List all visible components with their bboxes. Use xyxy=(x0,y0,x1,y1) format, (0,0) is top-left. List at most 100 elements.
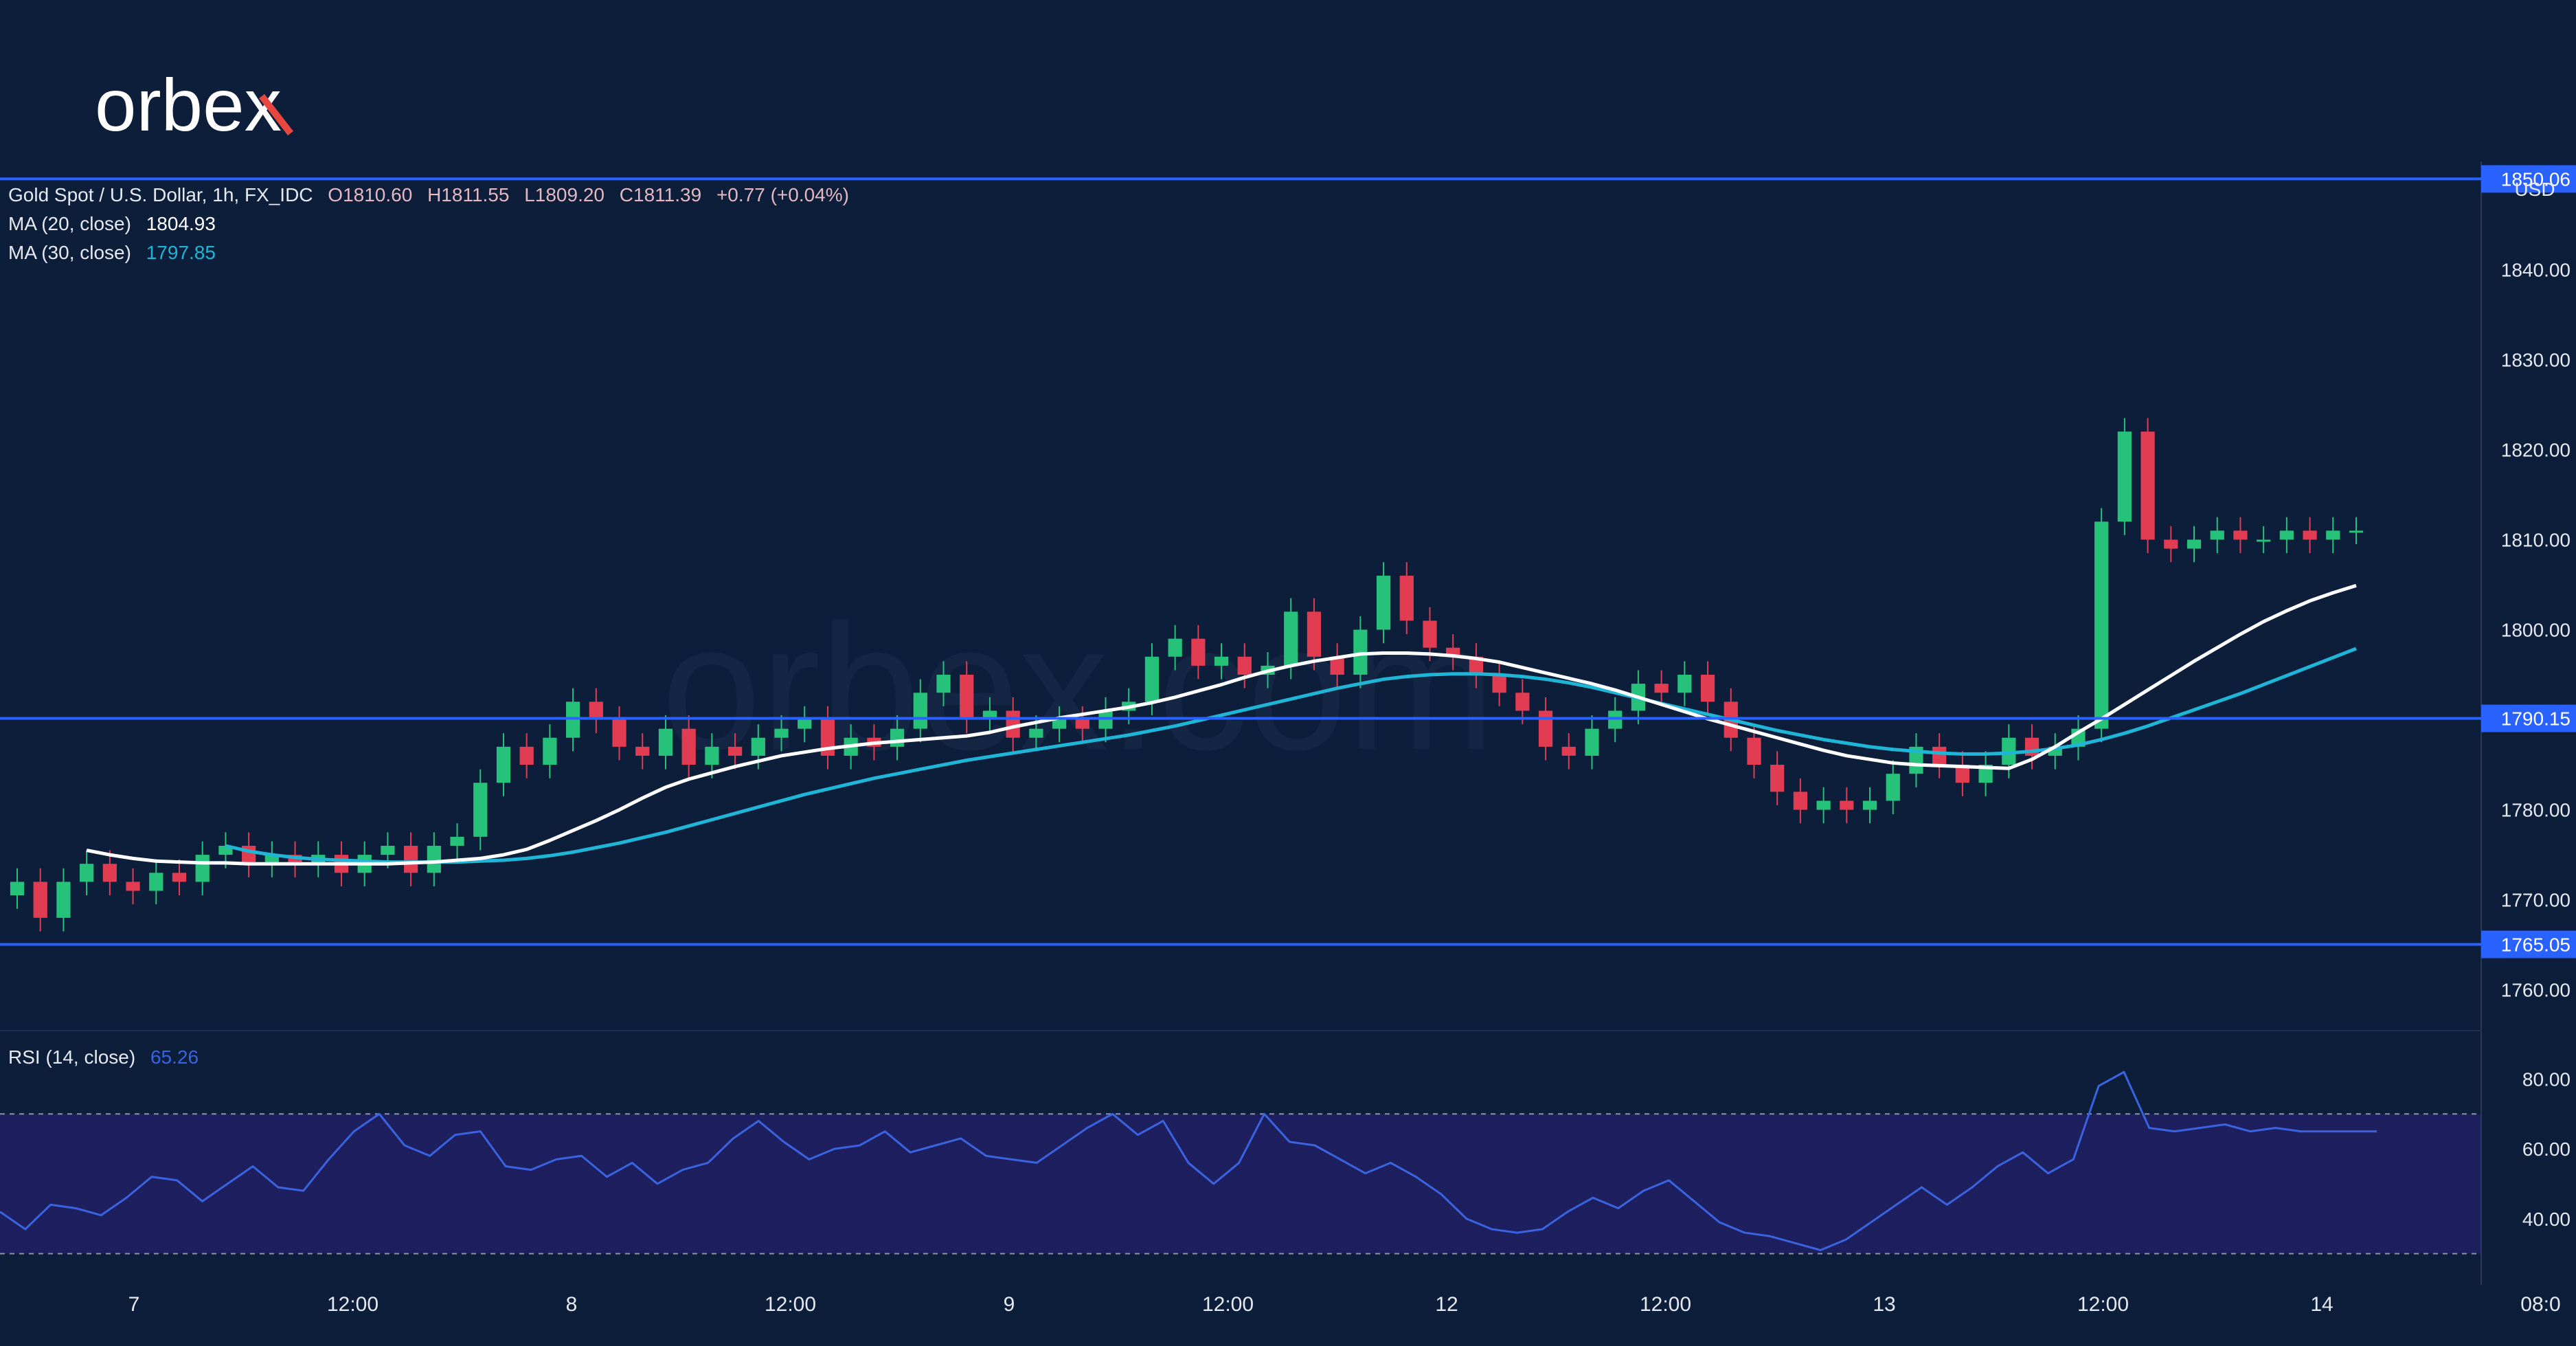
rsi-band xyxy=(0,1114,2481,1254)
watermark: orbex.com xyxy=(662,588,1495,787)
candle-body xyxy=(1168,638,1182,657)
candle-body xyxy=(1284,612,1298,666)
candle-body xyxy=(1862,800,1877,810)
candle-body xyxy=(80,864,94,882)
candle-body xyxy=(1886,774,1900,801)
time-tick-14-10: 14 xyxy=(2310,1293,2333,1316)
ma20-value: 1804.93 xyxy=(146,213,216,234)
candle-body xyxy=(705,746,719,765)
ma30-label: MA (30, close) xyxy=(8,242,131,263)
candle-body xyxy=(1793,792,1808,810)
candle-body xyxy=(1144,656,1160,702)
time-tick-12-00-9: 12:00 xyxy=(2077,1293,2129,1316)
candle-body xyxy=(1840,800,1854,810)
candle-body xyxy=(1909,746,1923,774)
candle-body xyxy=(1006,710,1020,738)
candle-body xyxy=(2349,530,2364,533)
time-tick-12-00-5: 12:00 xyxy=(1202,1293,1254,1316)
candle-body xyxy=(56,882,71,918)
candle-body xyxy=(2187,539,2202,549)
level-label-1765-05: 1765.05 xyxy=(2501,934,2571,956)
candle-body xyxy=(2117,431,2132,522)
candle-body xyxy=(1515,693,1530,711)
candle-body xyxy=(1700,675,1715,702)
candle-body xyxy=(2233,530,2248,540)
price-change: +0.77 (+0.04%) xyxy=(716,184,849,205)
price-tick-1770-00: 1770.00 xyxy=(2501,890,2571,911)
candle-body xyxy=(10,882,25,896)
candle-body xyxy=(172,873,187,882)
candle-body xyxy=(890,728,905,747)
candle-body xyxy=(1561,746,1576,756)
candle-body xyxy=(1816,800,1831,810)
orbex-logo: orbex xyxy=(95,63,328,148)
candle-body xyxy=(589,702,603,720)
time-tick-13-8: 13 xyxy=(1873,1293,1895,1316)
candle-body xyxy=(612,719,626,747)
candle-body xyxy=(658,728,673,756)
candle-body xyxy=(1214,656,1229,666)
candle-body xyxy=(195,855,210,882)
logo-x-accent xyxy=(259,93,293,136)
header-legend: Gold Spot / U.S. Dollar, 1h, FX_IDC O181… xyxy=(8,184,859,206)
candle-body xyxy=(404,846,418,873)
price-tick-1800-00: 1800.00 xyxy=(2501,619,2571,640)
candle-body xyxy=(774,728,789,738)
symbol-title: Gold Spot / U.S. Dollar, 1h, FX_IDC xyxy=(8,184,313,205)
price-tick-1820-00: 1820.00 xyxy=(2501,439,2571,460)
price-tick-1760-00: 1760.00 xyxy=(2501,980,2571,1001)
candle-body xyxy=(264,855,279,864)
candle-body xyxy=(913,693,927,729)
candle-body xyxy=(1469,656,1484,675)
level-label-1790-15: 1790.15 xyxy=(2501,708,2571,730)
currency-label: USD xyxy=(2514,179,2555,200)
candle-body xyxy=(1423,620,1437,648)
candle-body xyxy=(473,783,488,837)
candle-body xyxy=(936,675,951,693)
candles xyxy=(10,418,2364,932)
time-tick-7-0: 7 xyxy=(128,1293,140,1316)
candle-body xyxy=(798,719,812,729)
candle-body xyxy=(1932,746,1947,765)
level-tag-1790-15 xyxy=(2481,704,2576,732)
candle-body xyxy=(2303,530,2317,540)
candle-body xyxy=(1075,719,1089,729)
candle-body xyxy=(1585,728,1599,756)
candle-body xyxy=(2279,530,2294,540)
candle-body xyxy=(149,873,163,891)
candle-body xyxy=(960,675,974,720)
candle-body xyxy=(681,728,696,765)
time-tick-9-4: 9 xyxy=(1004,1293,1015,1316)
candle-body xyxy=(1330,656,1344,675)
time-tick-12-00-3: 12:00 xyxy=(765,1293,816,1316)
candle-body xyxy=(381,846,395,855)
candle-body xyxy=(543,737,557,765)
rsi-tick-40-00: 40.00 xyxy=(2522,1209,2571,1230)
ohlc-low: L1809.20 xyxy=(524,184,605,205)
candle-body xyxy=(1353,629,1368,675)
price-tick-1840-00: 1840.00 xyxy=(2501,259,2571,280)
ohlc-close: C1811.39 xyxy=(619,184,702,205)
candle-body xyxy=(450,836,464,846)
rsi-tick-80-00: 80.00 xyxy=(2522,1068,2571,1090)
candle-body xyxy=(1654,684,1669,693)
ma30-value: 1797.85 xyxy=(146,242,216,263)
ma20-legend: MA (20, close) 1804.93 xyxy=(8,213,225,235)
candle-body xyxy=(33,882,47,918)
level-lines: 1850.06 1790.15 1765.05 xyxy=(0,165,2576,958)
candle-body xyxy=(1399,575,1414,621)
candle-body xyxy=(751,737,765,756)
candle-body xyxy=(1677,675,1692,693)
candle-body xyxy=(519,746,534,765)
candle-body xyxy=(2210,530,2224,540)
candle-body xyxy=(1376,575,1391,630)
price-axis: USD 1840.00 1830.00 1820.00 1810.00 1800.00 17… xyxy=(2501,179,2571,1230)
candle-body xyxy=(1191,638,1206,666)
candle-body xyxy=(126,882,140,891)
time-tick-12-00-7: 12:00 xyxy=(1640,1293,1691,1316)
candle-body xyxy=(1747,737,1761,765)
ma30-legend: MA (30, close) 1797.85 xyxy=(8,242,225,264)
candle-body xyxy=(2140,431,2155,540)
